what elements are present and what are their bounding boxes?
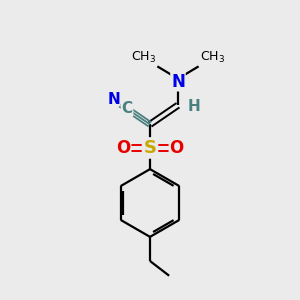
Text: N: N	[171, 73, 185, 91]
Text: O: O	[116, 139, 130, 157]
Text: N: N	[108, 92, 121, 107]
Text: O: O	[169, 139, 184, 157]
Text: CH$_3$: CH$_3$	[200, 50, 225, 65]
Text: C: C	[122, 101, 133, 116]
Text: H: H	[188, 99, 200, 114]
Text: S: S	[143, 139, 157, 157]
Text: CH$_3$: CH$_3$	[131, 50, 156, 65]
